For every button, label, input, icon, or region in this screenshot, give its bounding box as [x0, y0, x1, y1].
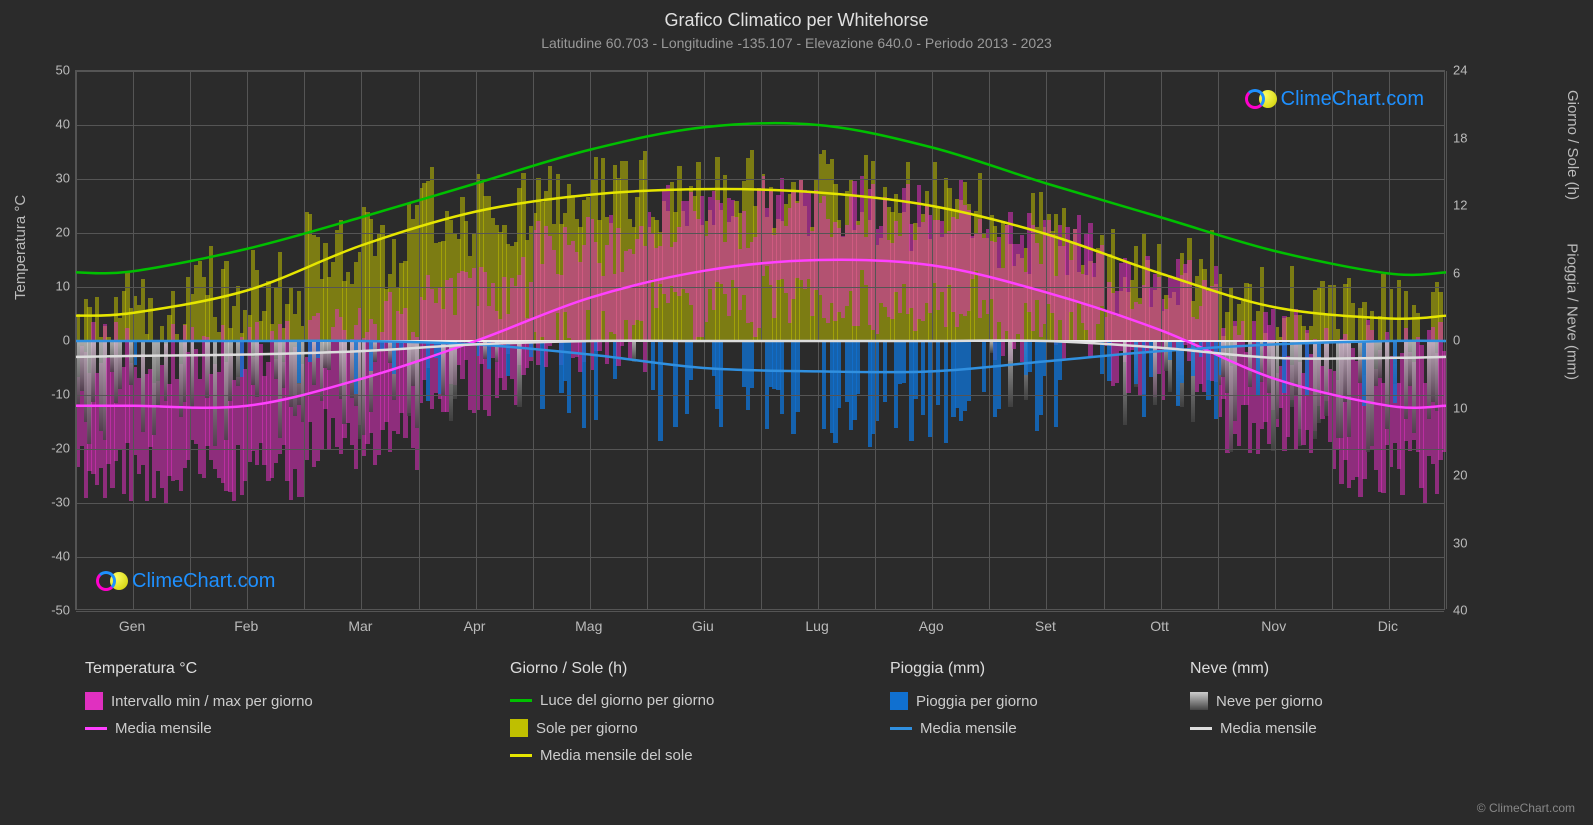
logo-icon [1245, 87, 1275, 111]
legend-swatch [1190, 692, 1208, 710]
legend-section: Giorno / Sole (h) Luce del giorno per gio… [510, 660, 714, 774]
left-tick: -40 [40, 549, 70, 564]
chart-title: Grafico Climatico per Whitehorse [0, 0, 1593, 31]
legend-swatch [1190, 727, 1212, 730]
legend-swatch [890, 692, 908, 710]
legend-item: Intervallo min / max per giorno [85, 692, 313, 710]
right-tick: 18 [1453, 130, 1478, 145]
line-layer [76, 71, 1444, 609]
legend-section: Pioggia (mm) Pioggia per giorno Media mens… [890, 660, 1038, 747]
legend-label: Media mensile [1220, 720, 1317, 737]
left-tick: -20 [40, 441, 70, 456]
legend-swatch [510, 719, 528, 737]
right-tick: 12 [1453, 198, 1478, 213]
legend-item: Pioggia per giorno [890, 692, 1038, 710]
right-tick: 10 [1453, 400, 1478, 415]
right-tick: 24 [1453, 63, 1478, 78]
left-tick: -10 [40, 387, 70, 402]
legend-header: Giorno / Sole (h) [510, 660, 714, 678]
left-tick: -30 [40, 495, 70, 510]
month-label: Mar [348, 618, 372, 634]
month-label: Apr [464, 618, 486, 634]
right-tick: 30 [1453, 535, 1478, 550]
left-tick: 30 [40, 171, 70, 186]
logo-icon [96, 569, 126, 593]
legend-swatch [85, 727, 107, 730]
left-tick: 20 [40, 225, 70, 240]
legend-label: Intervallo min / max per giorno [111, 693, 313, 710]
watermark-top: ClimeChart.com [1245, 87, 1424, 111]
right-axis-label-top: Giorno / Sole (h) [1564, 90, 1581, 200]
legend-item: Media mensile [85, 720, 313, 737]
left-tick: 40 [40, 117, 70, 132]
chart-subtitle: Latitudine 60.703 - Longitudine -135.107… [0, 31, 1593, 51]
legend-header: Temperatura °C [85, 660, 313, 678]
month-label: Lug [805, 618, 828, 634]
legend-swatch [85, 692, 103, 710]
legend-item: Neve per giorno [1190, 692, 1323, 710]
legend-header: Pioggia (mm) [890, 660, 1038, 678]
legend-label: Media mensile del sole [540, 747, 693, 764]
month-label: Ott [1150, 618, 1169, 634]
right-axis-label-bottom: Pioggia / Neve (mm) [1564, 243, 1581, 380]
legend-section: Temperatura °C Intervallo min / max per g… [85, 660, 313, 747]
legend-label: Media mensile [920, 720, 1017, 737]
watermark-text: ClimeChart.com [132, 570, 275, 593]
legend-label: Luce del giorno per giorno [540, 692, 714, 709]
month-label: Set [1035, 618, 1056, 634]
right-tick: 6 [1453, 265, 1478, 280]
watermark-bottom: ClimeChart.com [96, 569, 275, 593]
legend-swatch [510, 699, 532, 702]
left-tick: -50 [40, 603, 70, 618]
right-tick: 40 [1453, 603, 1478, 618]
left-axis-label: Temperatura °C [12, 195, 29, 300]
month-label: Mag [575, 618, 602, 634]
left-tick: 50 [40, 63, 70, 78]
month-label: Gen [119, 618, 145, 634]
legend-section: Neve (mm) Neve per giorno Media mensile [1190, 660, 1323, 747]
legend-item: Media mensile [1190, 720, 1323, 737]
legend-header: Neve (mm) [1190, 660, 1323, 678]
legend-item: Media mensile [890, 720, 1038, 737]
legend-swatch [510, 754, 532, 757]
legend-item: Sole per giorno [510, 719, 714, 737]
month-label: Ago [919, 618, 944, 634]
month-label: Giu [692, 618, 714, 634]
legend-label: Sole per giorno [536, 720, 638, 737]
watermark-text: ClimeChart.com [1281, 88, 1424, 111]
legend-item: Luce del giorno per giorno [510, 692, 714, 709]
right-tick: 20 [1453, 468, 1478, 483]
month-label: Dic [1378, 618, 1398, 634]
legend-label: Neve per giorno [1216, 693, 1323, 710]
legend-item: Media mensile del sole [510, 747, 714, 764]
left-tick: 0 [40, 333, 70, 348]
left-tick: 10 [40, 279, 70, 294]
right-tick: 0 [1453, 333, 1478, 348]
chart-plot-area: ClimeChart.com ClimeChart.com [75, 70, 1445, 610]
month-label: Nov [1261, 618, 1286, 634]
month-label: Feb [234, 618, 258, 634]
copyright: © ClimeChart.com [1477, 801, 1575, 815]
legend-swatch [890, 727, 912, 730]
legend-label: Media mensile [115, 720, 212, 737]
legend-label: Pioggia per giorno [916, 693, 1038, 710]
